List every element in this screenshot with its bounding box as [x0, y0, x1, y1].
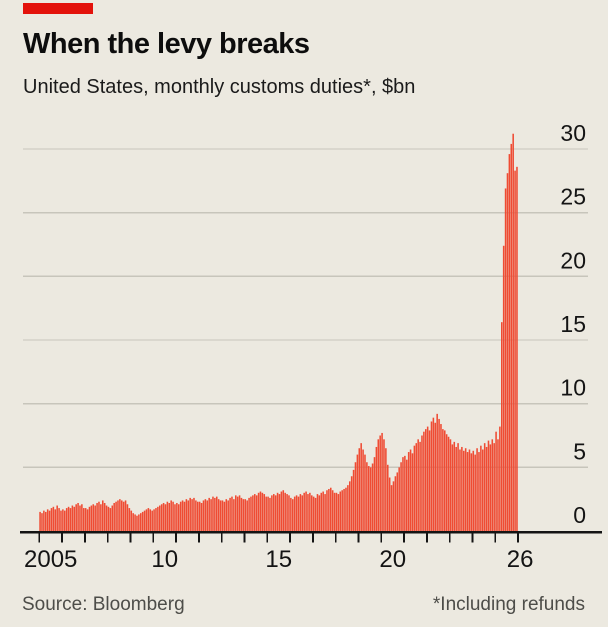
- svg-text:25: 25: [560, 184, 586, 210]
- brand-red-tab: [23, 3, 93, 14]
- svg-text:2005: 2005: [24, 546, 77, 573]
- svg-text:10: 10: [151, 546, 178, 573]
- bars: [39, 133, 518, 531]
- x-axis: [20, 530, 602, 543]
- footnote: *Including refunds: [432, 594, 585, 615]
- y-axis-labels: 0 5 10 15 20 25 30: [560, 120, 586, 528]
- source-note: Source: Bloomberg: [22, 594, 185, 615]
- chart-subtitle: United States, monthly customs duties*, …: [23, 76, 416, 98]
- svg-text:10: 10: [560, 375, 586, 401]
- svg-text:30: 30: [560, 120, 586, 146]
- svg-text:20: 20: [560, 247, 586, 273]
- chart-title: When the levy breaks: [23, 28, 310, 60]
- gridlines: [23, 148, 588, 468]
- svg-text:15: 15: [560, 311, 586, 337]
- svg-text:15: 15: [265, 546, 292, 573]
- svg-text:20: 20: [379, 546, 406, 573]
- x-axis-labels: 2005 10 15 20 26: [24, 546, 533, 573]
- svg-text:5: 5: [573, 438, 586, 464]
- svg-text:0: 0: [573, 502, 586, 528]
- svg-text:26: 26: [507, 546, 534, 573]
